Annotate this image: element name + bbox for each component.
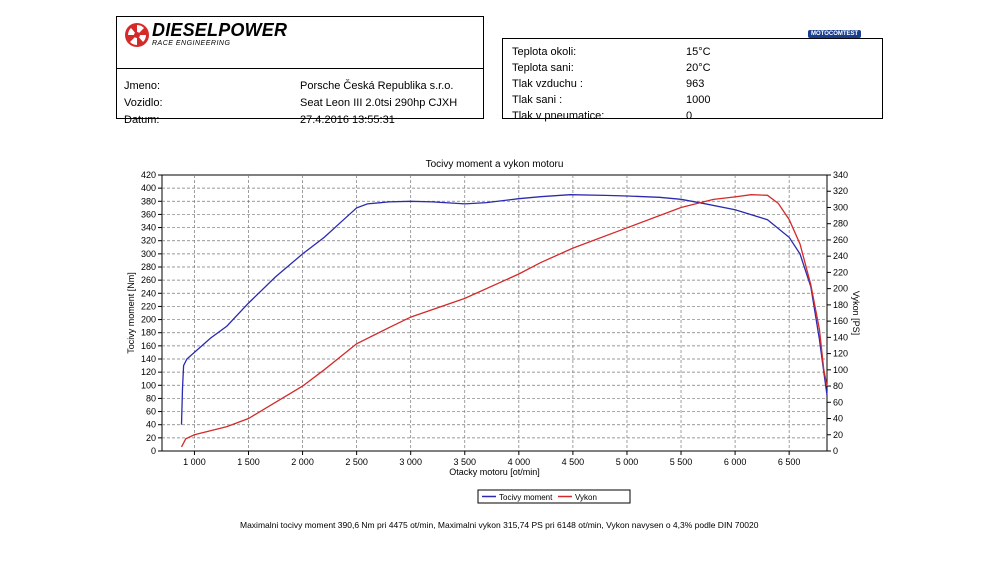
y2-tick-label: 120 [833,349,848,359]
x-tick-label: 4 000 [508,457,531,467]
y2-tick-label: 260 [833,235,848,245]
dieselpower-logo-icon [125,23,149,47]
y-tick-label: 300 [141,249,156,259]
vehicle-info-divider [116,68,484,69]
y2-axis-label: Vykon [PS] [851,291,861,335]
x-tick-label: 4 500 [562,457,585,467]
info-label: Datum: [124,114,160,126]
y-tick-label: 260 [141,275,156,285]
y2-tick-label: 100 [833,365,848,375]
y-tick-label: 80 [146,393,156,403]
y-tick-label: 60 [146,407,156,417]
legend-box [477,489,631,504]
condition-label: Tlak sani : [512,94,563,106]
y2-tick-label: 240 [833,251,848,261]
x-tick-label: 1 500 [237,457,260,467]
series-line-vykon [180,194,828,448]
y2-tick-label: 220 [833,267,848,277]
y-tick-label: 420 [141,170,156,180]
info-label: Jmeno: [124,80,161,92]
y-tick-label: 140 [141,354,156,364]
y-tick-label: 220 [141,301,156,311]
y-axis-label: Tocivy moment [Nm] [126,272,136,354]
y2-tick-label: 340 [833,170,848,180]
plot-area [161,174,828,452]
x-axis-label: Otacky motoru [ot/min] [449,467,540,477]
chart-title: Tocivy moment a vykon motoru [426,159,564,170]
legend-label: Tocivy moment [499,493,553,502]
condition-label: Teplota sani: [512,62,574,74]
y-tick-label: 400 [141,183,156,193]
x-tick-label: 2 500 [345,457,368,467]
y-tick-label: 240 [141,288,156,298]
y-tick-label: 0 [151,446,156,456]
y2-tick-label: 0 [833,446,838,456]
x-tick-label: 3 000 [399,457,422,467]
info-value: Porsche Česká Republika s.r.o. [300,80,454,92]
y2-tick-label: 280 [833,219,848,229]
condition-label: Teplota okoli: [512,46,577,58]
y-tick-label: 120 [141,367,156,377]
y2-tick-label: 60 [833,397,843,407]
brand-subtitle: RACE ENGINEERING [152,40,231,47]
y2-tick-label: 300 [833,202,848,212]
y2-tick-label: 320 [833,186,848,196]
y2-tick-label: 160 [833,316,848,326]
condition-label: Tlak v pneumatice: [512,110,605,122]
y2-tick-label: 80 [833,381,843,391]
x-tick-label: 6 500 [778,457,801,467]
y2-tick-label: 200 [833,284,848,294]
condition-label: Tlak vzduchu : [512,78,583,90]
y-tick-label: 200 [141,315,156,325]
condition-value: 0 [686,110,693,122]
y-tick-label: 180 [141,328,156,338]
y-tick-label: 160 [141,341,156,351]
info-value: 27.4.2016 13:55:31 [300,114,395,126]
summary-footer: Maximalni tocivy moment 390,6 Nm pri 447… [240,520,759,530]
x-tick-label: 5 000 [616,457,639,467]
x-tick-label: 2 000 [291,457,314,467]
condition-value: 15°C [686,46,711,58]
y2-tick-label: 20 [833,430,843,440]
x-tick-label: 6 000 [724,457,747,467]
x-tick-label: 1 000 [183,457,206,467]
vehicle-info-box [116,16,484,119]
series-line-tocivy-moment [180,194,828,425]
brand-name: DIESELPOWER [152,20,288,40]
info-value: Seat Leon III 2.0tsi 290hp CJXH [300,97,458,109]
y2-tick-label: 40 [833,414,843,424]
y2-tick-label: 180 [833,300,848,310]
condition-value: 963 [686,78,705,90]
condition-value: 1000 [686,94,711,106]
y-tick-label: 340 [141,223,156,233]
y2-tick-label: 140 [833,332,848,342]
condition-value: 20°C [686,62,711,74]
y-tick-label: 360 [141,209,156,219]
y-tick-label: 20 [146,433,156,443]
y-tick-label: 280 [141,262,156,272]
x-tick-label: 5 500 [670,457,693,467]
y-tick-label: 380 [141,196,156,206]
legend-label: Vykon [575,493,597,502]
y-tick-label: 320 [141,236,156,246]
y-tick-label: 40 [146,420,156,430]
dyno-chart: 0204060801001201401601802002202402602803… [126,159,861,504]
y-tick-label: 100 [141,380,156,390]
conditions-box [502,38,883,119]
x-tick-label: 3 500 [453,457,476,467]
motocomtest-badge: MOTOCOMTEST [808,30,862,38]
info-label: Vozidlo: [124,97,163,109]
